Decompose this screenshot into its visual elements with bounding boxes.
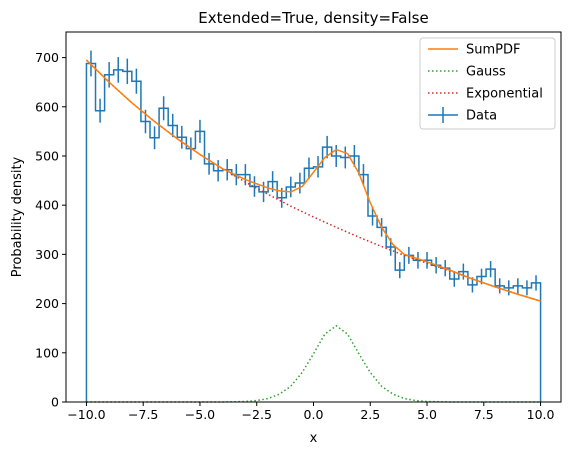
data-histogram-step: [85, 62, 542, 402]
sumpdf-curve: [85, 59, 541, 302]
y-tick-label: 200: [35, 296, 59, 311]
plot-area: [85, 50, 542, 403]
y-tick-label: 700: [35, 50, 59, 65]
x-tick-label: 10.0: [527, 407, 555, 422]
legend: SumPDF Gauss Exponential Data: [419, 37, 556, 130]
y-axis-label: Probability density: [10, 156, 25, 277]
x-axis: −10.0 −7.5 −5.0 −2.5 0.0 2.5 5.0 7.5 10.0: [67, 402, 555, 422]
y-tick-label: 500: [35, 148, 59, 163]
y-tick-label: 100: [35, 345, 59, 360]
y-tick-label: 300: [35, 247, 59, 262]
legend-label-data: Data: [466, 109, 497, 124]
x-tick-label: 2.5: [360, 407, 380, 422]
x-tick-label: −5.0: [185, 407, 215, 422]
gauss-curve: [86, 324, 541, 403]
x-tick-label: −10.0: [67, 407, 105, 422]
x-axis-label: x: [310, 431, 318, 446]
y-axis: 0 100 200 300 400 500 600 700: [35, 50, 66, 410]
y-tick-label: 600: [35, 99, 59, 114]
legend-label-sumpdf: SumPDF: [466, 43, 520, 58]
legend-label-gauss: Gauss: [466, 65, 506, 80]
legend-box: [419, 37, 556, 130]
legend-label-exponential: Exponential: [466, 87, 543, 102]
x-tick-label: 0.0: [304, 407, 324, 422]
x-tick-label: −7.5: [128, 407, 158, 422]
x-tick-label: 5.0: [417, 407, 437, 422]
y-tick-label: 0: [51, 395, 59, 410]
x-tick-label: −2.5: [242, 407, 272, 422]
x-tick-label: 7.5: [474, 407, 494, 422]
chart-title: Extended=True, density=False: [198, 9, 428, 27]
y-tick-label: 400: [35, 198, 59, 213]
